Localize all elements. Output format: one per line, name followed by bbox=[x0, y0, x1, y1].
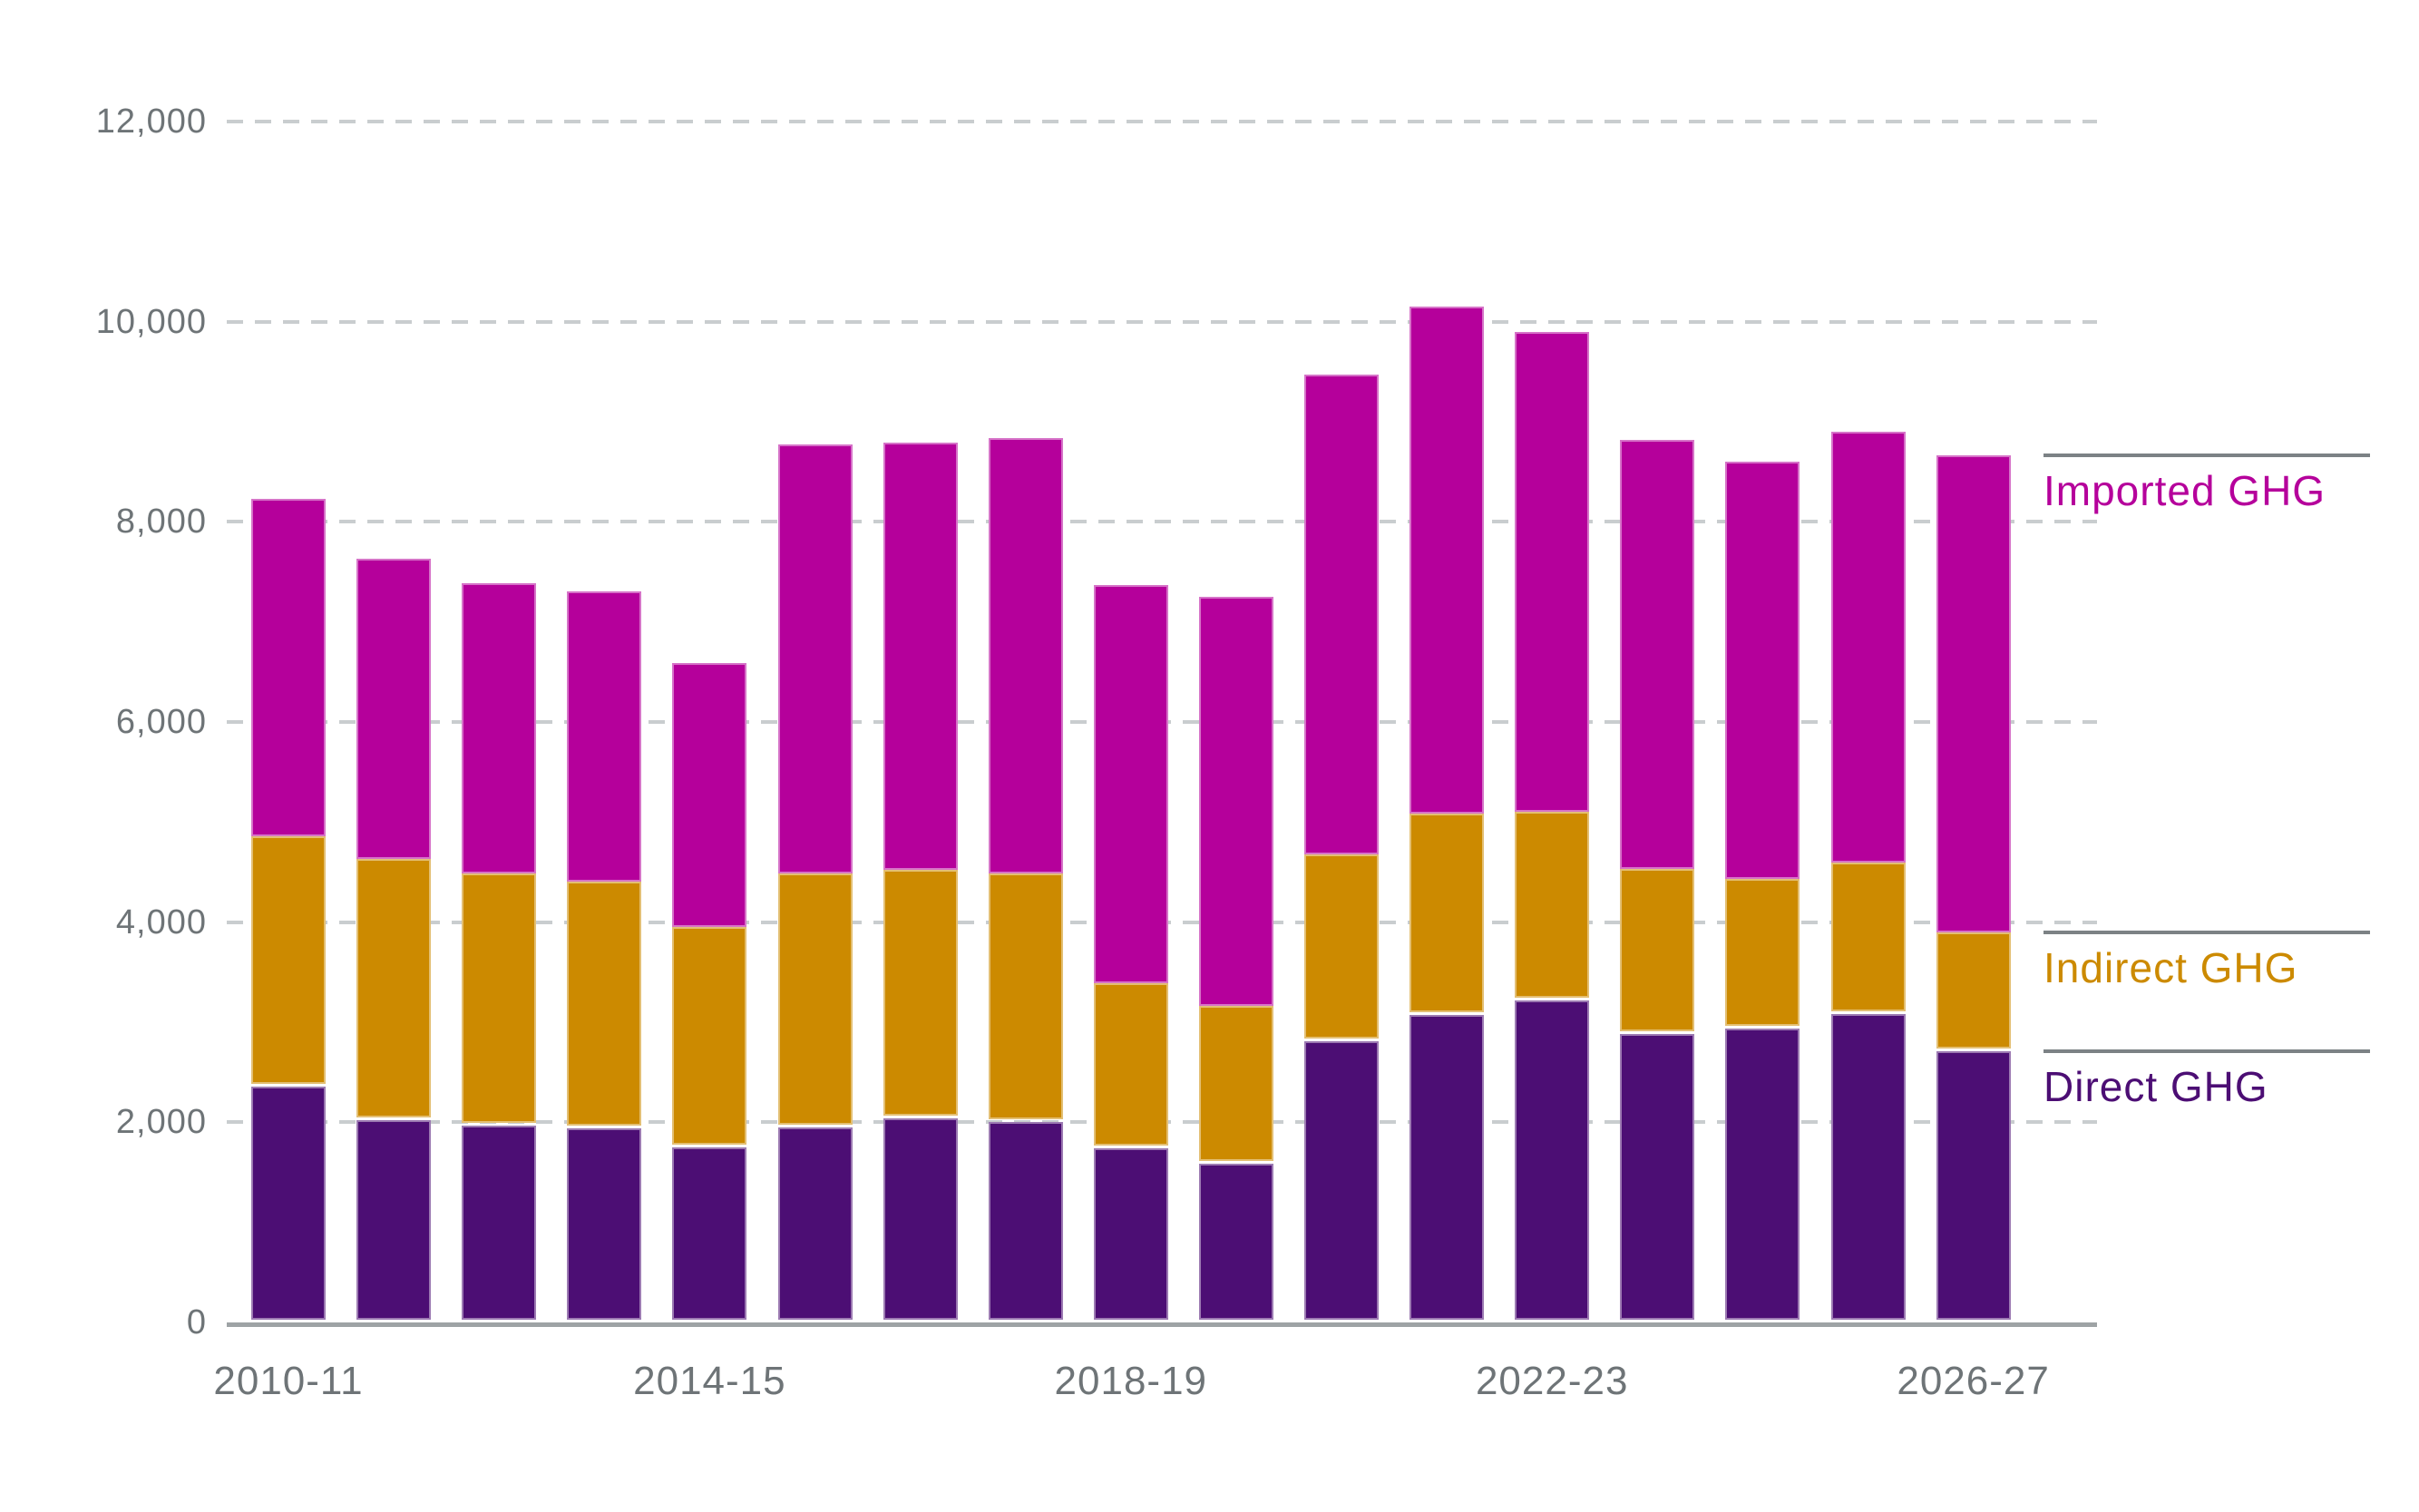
x-axis-tick-label-2018-19: 2018-19 bbox=[1054, 1359, 1208, 1403]
bar-2021-22-segment-imported-ghg bbox=[1409, 306, 1485, 815]
bar-2025-26-segment-indirect-ghg bbox=[1830, 863, 1906, 1012]
bar-2020-21-segment-direct-ghg bbox=[1304, 1040, 1379, 1320]
bar-2018-19-segment-indirect-ghg bbox=[1093, 982, 1168, 1146]
gridline-10000 bbox=[227, 319, 2097, 324]
legend-leader-line-imported bbox=[2043, 454, 2370, 458]
x-axis-baseline bbox=[227, 1322, 2097, 1327]
y-axis-tick-label-6000: 6,000 bbox=[115, 702, 207, 741]
legend-label-direct: Direct GHG bbox=[2043, 1062, 2268, 1110]
legend-label-imported: Imported GHG bbox=[2043, 467, 2326, 515]
bar-2021-22-segment-indirect-ghg bbox=[1409, 814, 1485, 1013]
bar-2013-14-segment-indirect-ghg bbox=[567, 882, 642, 1126]
bar-2015-16-segment-indirect-ghg bbox=[777, 873, 853, 1125]
bar-2016-17-segment-indirect-ghg bbox=[883, 870, 958, 1116]
legend-label-indirect: Indirect GHG bbox=[2043, 943, 2298, 991]
bar-2010-11-segment-direct-ghg bbox=[251, 1086, 326, 1320]
x-axis-tick-label-2010-11: 2010-11 bbox=[213, 1359, 364, 1403]
bar-2014-15-segment-imported-ghg bbox=[672, 662, 747, 928]
bar-2011-12-segment-imported-ghg bbox=[356, 559, 432, 860]
bar-2020-21-segment-imported-ghg bbox=[1304, 374, 1379, 854]
bar-2010-11-segment-imported-ghg bbox=[251, 498, 326, 836]
bar-2012-13-segment-direct-ghg bbox=[462, 1125, 537, 1320]
y-axis-tick-label-8000: 8,000 bbox=[115, 502, 207, 541]
bar-2016-17-segment-imported-ghg bbox=[883, 443, 958, 871]
bar-2018-19-segment-imported-ghg bbox=[1093, 584, 1168, 983]
bar-2016-17-segment-direct-ghg bbox=[883, 1117, 958, 1320]
bar-2024-25-segment-indirect-ghg bbox=[1725, 879, 1800, 1026]
bar-2014-15-segment-direct-ghg bbox=[672, 1146, 747, 1320]
bar-2026-27-segment-imported-ghg bbox=[1936, 455, 2011, 932]
y-axis-tick-label-0: 0 bbox=[186, 1303, 207, 1341]
bar-2012-13-segment-indirect-ghg bbox=[462, 873, 537, 1123]
bar-2025-26-segment-imported-ghg bbox=[1830, 431, 1906, 863]
bar-2024-25-segment-imported-ghg bbox=[1725, 461, 1800, 880]
bar-2015-16-segment-direct-ghg bbox=[777, 1127, 853, 1320]
legend-leader-line-direct bbox=[2043, 1049, 2370, 1053]
bar-2019-20-segment-direct-ghg bbox=[1198, 1163, 1273, 1320]
bar-2015-16-segment-imported-ghg bbox=[777, 444, 853, 873]
bar-2013-14-segment-imported-ghg bbox=[567, 591, 642, 883]
x-axis-tick-label-2026-27: 2026-27 bbox=[1897, 1359, 2050, 1403]
y-axis-tick-label-10000: 10,000 bbox=[95, 302, 207, 341]
bar-2023-24-segment-imported-ghg bbox=[1620, 439, 1695, 870]
bar-2017-18-segment-indirect-ghg bbox=[988, 873, 1063, 1120]
bar-2023-24-segment-indirect-ghg bbox=[1620, 869, 1695, 1032]
bar-2017-18-segment-imported-ghg bbox=[988, 437, 1063, 873]
bar-2014-15-segment-indirect-ghg bbox=[672, 927, 747, 1145]
y-axis-tick-label-12000: 12,000 bbox=[95, 102, 207, 141]
bar-2022-23-segment-indirect-ghg bbox=[1515, 812, 1590, 998]
bar-2019-20-segment-indirect-ghg bbox=[1198, 1006, 1273, 1161]
gridline-8000 bbox=[227, 520, 2097, 524]
bar-2023-24-segment-direct-ghg bbox=[1620, 1034, 1695, 1320]
y-axis-tick-label-4000: 4,000 bbox=[115, 902, 207, 941]
bar-2019-20-segment-imported-ghg bbox=[1198, 596, 1273, 1007]
x-axis-tick-label-2022-23: 2022-23 bbox=[1475, 1359, 1629, 1403]
bar-2013-14-segment-direct-ghg bbox=[567, 1127, 642, 1320]
bar-2012-13-segment-imported-ghg bbox=[462, 582, 537, 873]
bar-2011-12-segment-direct-ghg bbox=[356, 1120, 432, 1320]
bar-2026-27-segment-indirect-ghg bbox=[1936, 932, 2011, 1049]
bar-2018-19-segment-direct-ghg bbox=[1093, 1147, 1168, 1320]
bar-2024-25-segment-direct-ghg bbox=[1725, 1028, 1800, 1320]
bar-2022-23-segment-direct-ghg bbox=[1515, 1000, 1590, 1320]
x-axis-tick-label-2014-15: 2014-15 bbox=[633, 1359, 786, 1403]
gridline-12000 bbox=[227, 119, 2097, 123]
bar-2021-22-segment-direct-ghg bbox=[1409, 1015, 1485, 1320]
bar-2020-21-segment-indirect-ghg bbox=[1304, 854, 1379, 1039]
bar-2011-12-segment-indirect-ghg bbox=[356, 859, 432, 1118]
legend-leader-line-indirect bbox=[2043, 930, 2370, 934]
y-axis-tick-label-2000: 2,000 bbox=[115, 1103, 207, 1142]
bar-2017-18-segment-direct-ghg bbox=[988, 1122, 1063, 1320]
bar-2010-11-segment-indirect-ghg bbox=[251, 835, 326, 1084]
bar-2025-26-segment-direct-ghg bbox=[1830, 1014, 1906, 1320]
bar-2026-27-segment-direct-ghg bbox=[1936, 1050, 2011, 1320]
bar-2022-23-segment-imported-ghg bbox=[1515, 331, 1590, 813]
